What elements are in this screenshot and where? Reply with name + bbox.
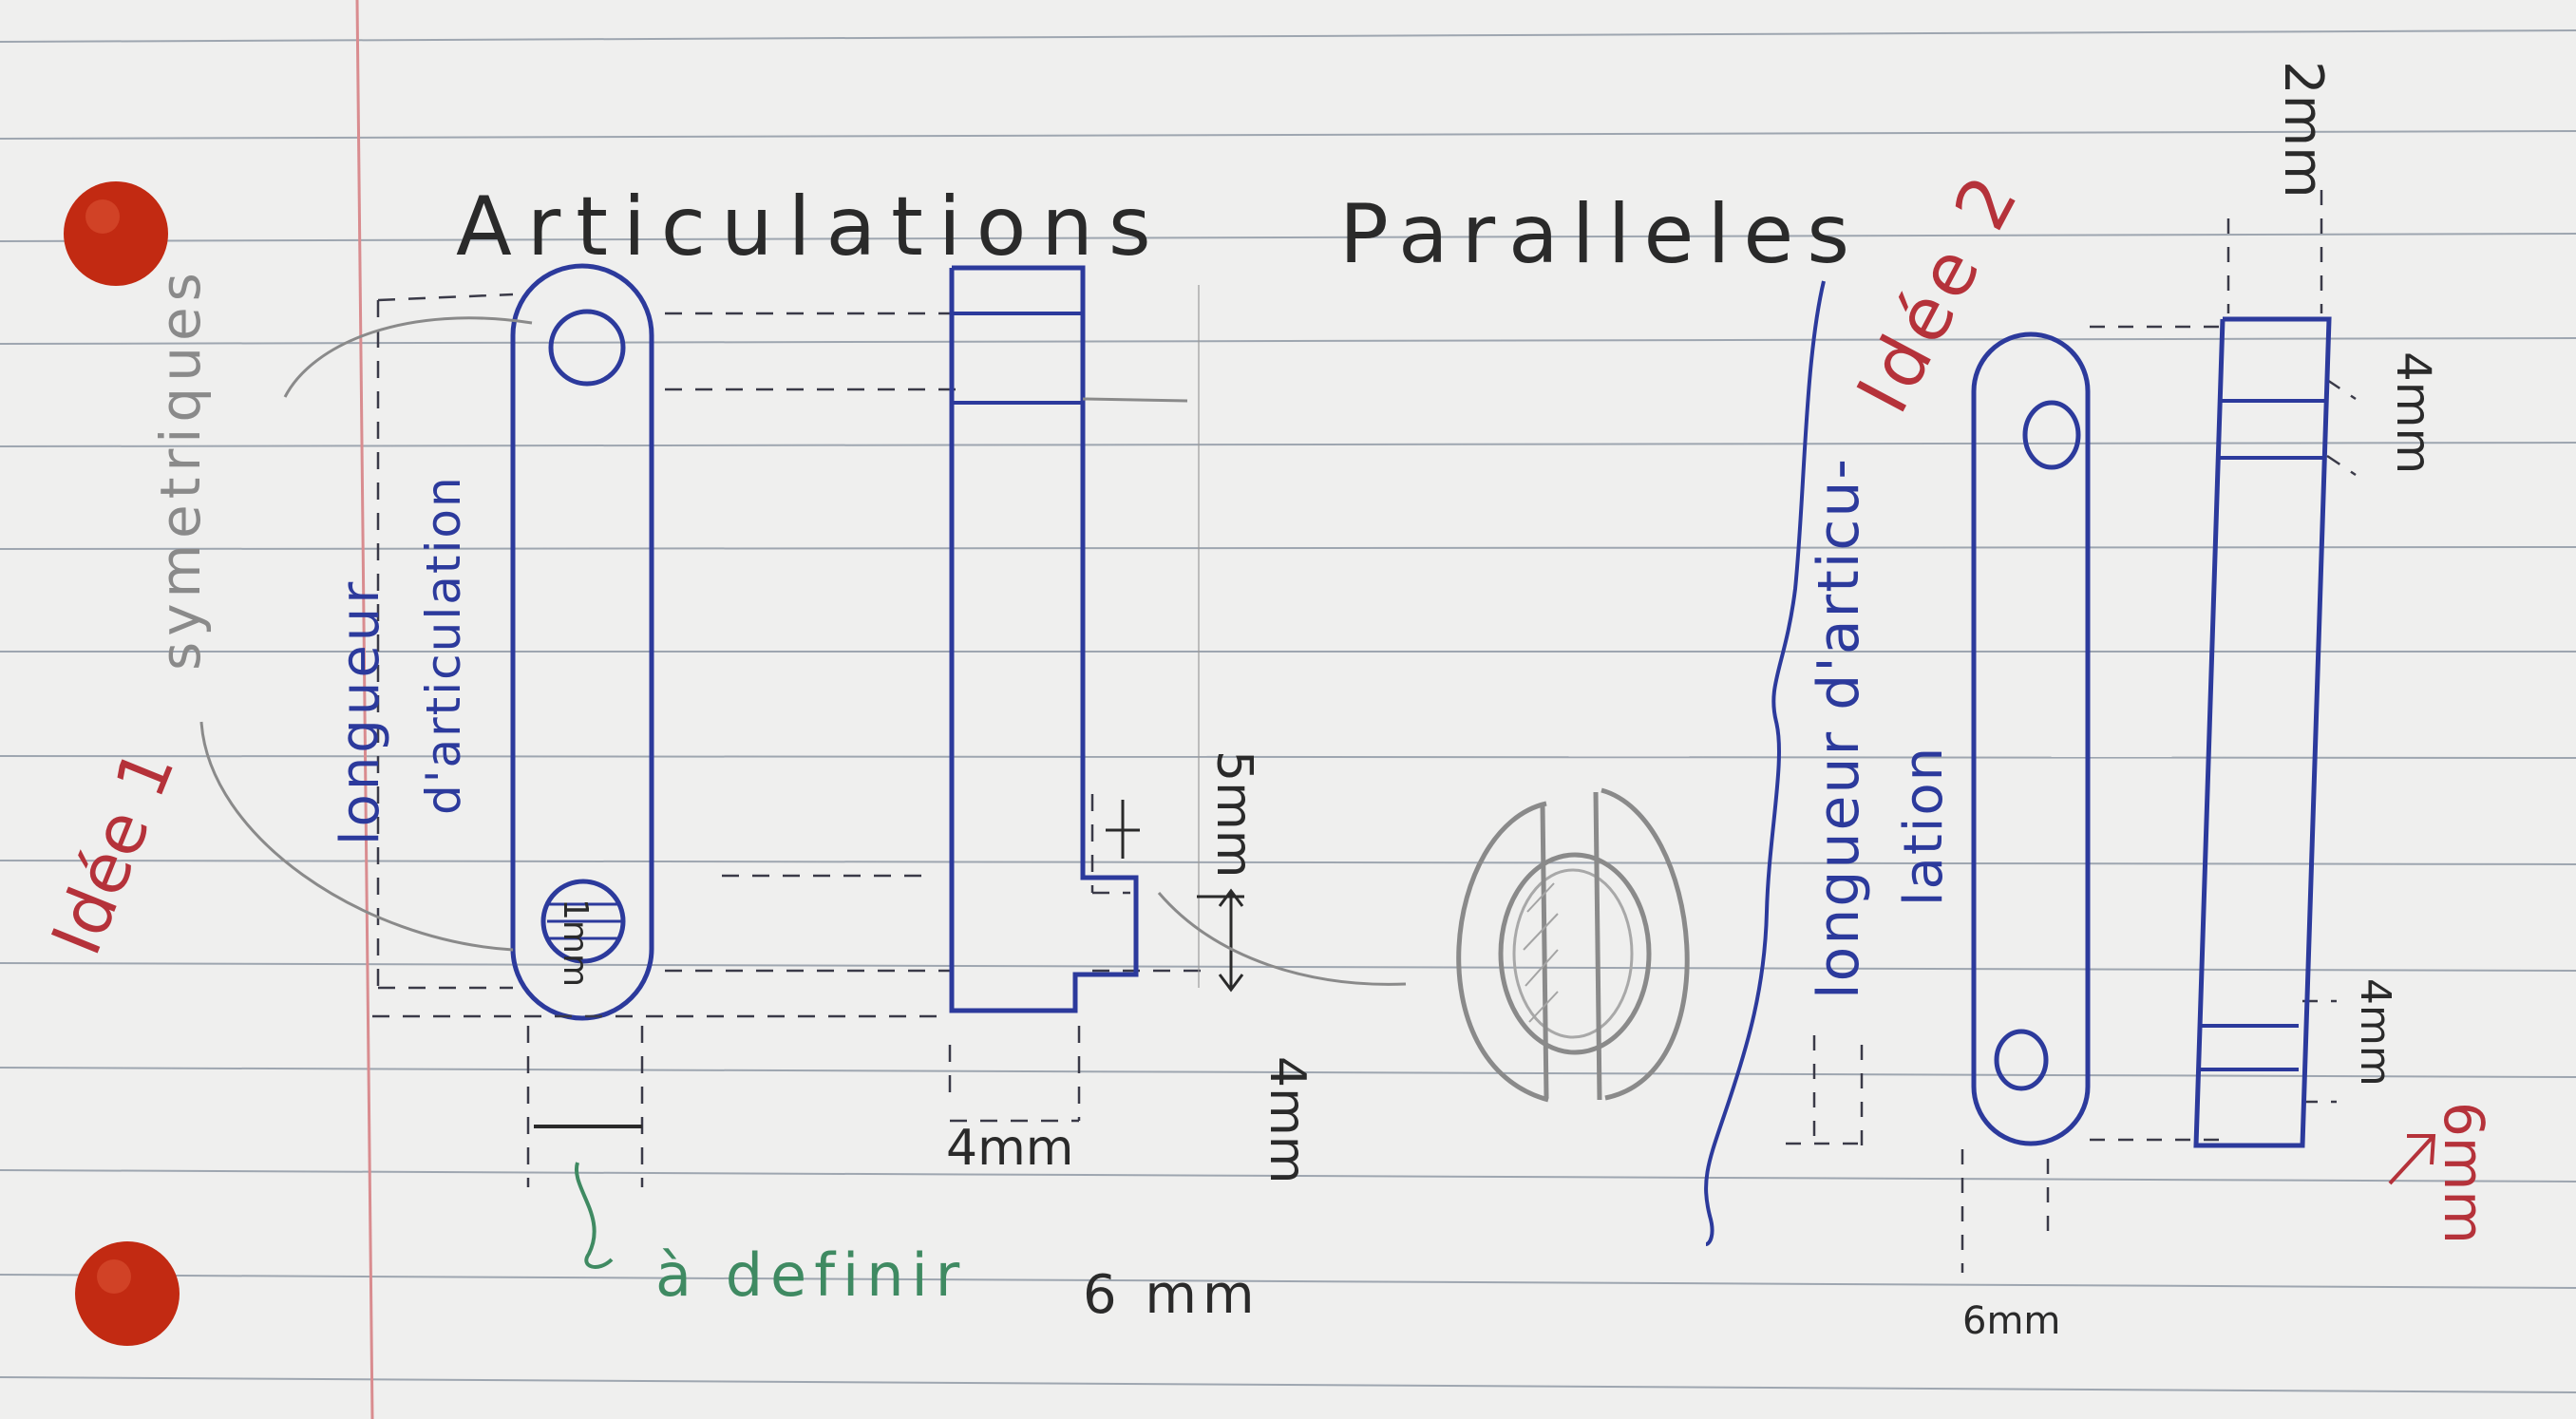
idea1-link-side <box>949 265 1139 1013</box>
label-2mm: 2mm <box>2272 61 2334 199</box>
margin-line <box>355 0 374 1419</box>
ruled-lines <box>0 29 2576 1393</box>
label-5mm: 5mm <box>1205 750 1262 878</box>
title-articulations: Articulations <box>456 180 1166 274</box>
title-paralleles: Paralleles <box>1339 187 1863 282</box>
label-1mm-idea1: 1mm <box>556 899 595 987</box>
label-4mm-right-top: 4mm <box>2386 351 2441 474</box>
section-sketch <box>1456 787 1690 1103</box>
label-4mm-vertical: 4mm <box>1259 1056 1316 1183</box>
idea1-construction-lines <box>372 293 1206 1187</box>
gray-annotation-arrows <box>199 316 1407 986</box>
idea1-dimension-4mm-vertical <box>1197 888 1244 993</box>
label-4mm-side: 4mm <box>946 1120 1073 1177</box>
label-a-definir: à definir <box>655 1240 967 1310</box>
idea-separator-wave <box>1704 280 1826 1246</box>
idea2-link-front <box>1971 331 2091 1146</box>
label-longueur-idea2-line1: longueur d'articu- <box>1806 457 1872 999</box>
label-4mm-right-bottom: 4mm <box>2351 978 2399 1087</box>
section-sketch-hatch <box>1523 882 1559 1023</box>
label-symetriques: symetriques <box>148 267 213 671</box>
binder-hole-top-highlight <box>85 199 120 234</box>
a-definir-arrow <box>574 1162 614 1269</box>
idea2-link-side <box>2193 316 2332 1148</box>
binder-hole-bottom-highlight <box>97 1259 131 1294</box>
label-longueur-idea1-line1: longueur <box>330 578 391 845</box>
6mm-arrow <box>2388 1134 2436 1185</box>
label-longueur-idea1-line2: d'articulation <box>416 475 471 815</box>
label-longueur-idea2-line2: lation <box>1893 746 1955 906</box>
idea1-gray-guide <box>1082 397 1188 403</box>
label-6mm-idea2: 6mm <box>1962 1299 2060 1343</box>
label-6mm-bottom: 6 mm <box>1083 1264 1260 1326</box>
idea1-dimension-1mm <box>1106 800 1140 859</box>
binder-hole-bottom <box>75 1241 180 1346</box>
idea1-link-front <box>510 263 654 1021</box>
label-6mm-right: 6mm <box>2432 1102 2496 1244</box>
